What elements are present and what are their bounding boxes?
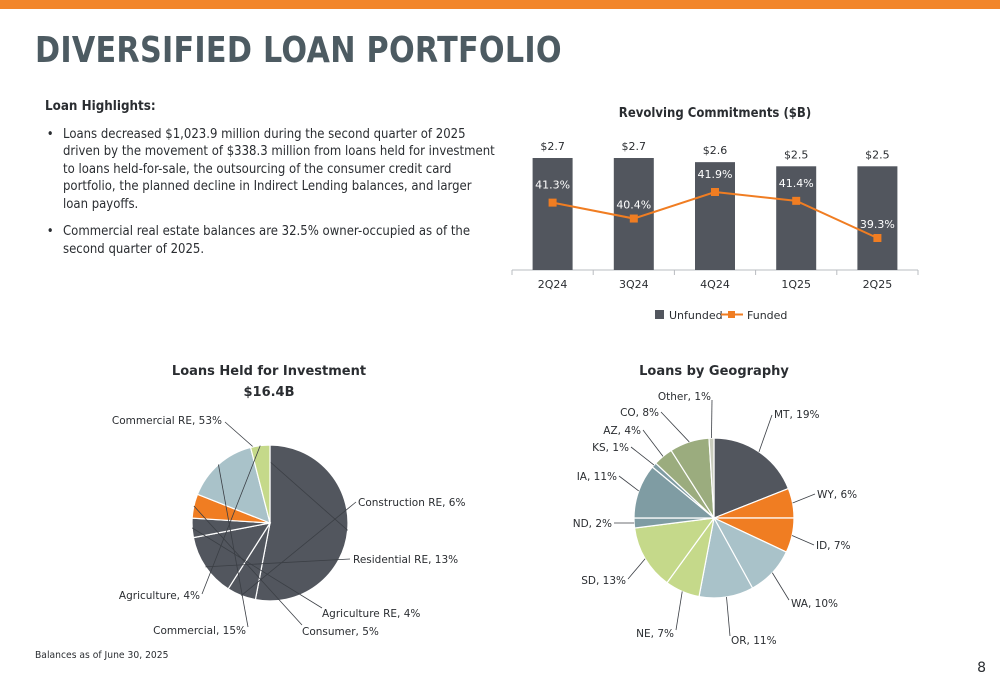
loan-highlights: Loan Highlights: Loans decreased $1,023.… [45, 98, 535, 268]
bar-value-label: $2.5 [784, 148, 809, 161]
pie-slice-label: Construction RE, 6% [358, 497, 465, 509]
pie-hfi-subtitle: $16.4B [243, 385, 294, 400]
x-tick-label: 2Q24 [538, 278, 568, 291]
loans-held-for-investment-chart: Loans Held for Investment $16.4B Commercia… [112, 364, 466, 638]
pie-leader-line [711, 399, 713, 439]
pie-slice [713, 437, 790, 519]
footnote: Balances as of June 30, 2025 [35, 650, 169, 661]
pie-leader-line [675, 591, 683, 631]
pie-leader-line [792, 493, 816, 504]
legend-funded-marker [728, 311, 735, 318]
pie-slice-label: SD, 13% [581, 575, 626, 587]
pie-leader-line [193, 505, 303, 626]
pie-leader-line [642, 429, 664, 457]
revolving-commitments-chart: Revolving Commitments ($B) $2.7 2Q24 $2.7 3Q… [511, 105, 919, 322]
pie-slice-label: Agriculture, 4% [119, 590, 200, 602]
pie-slice-label: OR, 11% [731, 635, 777, 647]
x-tick-label: 3Q24 [619, 278, 649, 291]
pie-leader-line [758, 414, 773, 452]
highlight-bullet: Loans decreased $1,023.9 million during … [47, 126, 495, 214]
bar-unfunded [776, 166, 817, 270]
pie-slice [254, 444, 349, 602]
pie-leader-line [191, 527, 323, 609]
pie-slice-label: CO, 8% [620, 407, 659, 419]
pie-hfi-title: Loans Held for Investment [172, 364, 366, 379]
page-number: 8 [977, 660, 986, 676]
bar-value-label: $2.6 [703, 144, 728, 157]
bar-unfunded [857, 166, 898, 270]
pie-leader-line [771, 572, 790, 601]
pie-leader-line [224, 421, 348, 531]
funded-point [711, 188, 719, 196]
pie-slice-label: Other, 1% [658, 391, 711, 403]
pie-slice-label: Consumer, 5% [302, 626, 379, 638]
funded-point [548, 198, 557, 207]
loans-by-geography-chart: Loans by Geography MT, 19% WY, 6% ID, 7% WA,… [573, 364, 857, 647]
funded-value-label: 41.3% [535, 179, 570, 192]
pie-slice-label: ND, 2% [573, 518, 612, 530]
pie-leader-line [201, 445, 261, 595]
x-tick-label: 4Q24 [700, 278, 730, 291]
funded-point [873, 234, 882, 242]
pie-leader-line [627, 558, 646, 580]
bar-value-label: $2.7 [622, 140, 647, 153]
pie-slice-label: Commercial, 15% [153, 625, 246, 637]
pie-slice-label: NE, 7% [636, 628, 674, 640]
pie-slice-label: ID, 7% [816, 540, 851, 552]
funded-point [629, 214, 638, 223]
bar-unfunded [695, 162, 735, 270]
pie-slice-label: WA, 10% [791, 598, 838, 610]
pie-slice-label: Residential RE, 13% [353, 554, 458, 566]
pie-leader-line [660, 411, 690, 443]
pie-leader-line [630, 446, 655, 466]
pie-leader-line [726, 596, 731, 637]
highlight-bullet: Commercial real estate balances are 32.5… [47, 223, 495, 258]
pie-geo-title: Loans by Geography [639, 364, 789, 379]
funded-value-label: 39.3% [860, 218, 895, 231]
highlights-list: Loans decreased $1,023.9 million during … [45, 126, 535, 259]
pie-leader-line [618, 475, 639, 492]
pie-slice [708, 437, 715, 519]
legend-unfunded-swatch [655, 310, 664, 319]
pie-slice-label: Commercial RE, 53% [112, 415, 222, 427]
funded-point [792, 196, 801, 205]
pie-leader-line [791, 535, 815, 546]
pie-slice [633, 517, 716, 584]
pie-slice-label: KS, 1% [592, 442, 629, 454]
funded-value-label: 41.4% [779, 177, 814, 190]
top-accent-bar [0, 0, 1000, 9]
page-title: DIVERSIFIED LOAN PORTFOLIO [35, 30, 562, 71]
x-tick-label: 2Q25 [863, 278, 893, 291]
pie-leader-line [218, 464, 249, 628]
x-tick-label: 1Q25 [781, 278, 811, 291]
pie-slice-label: AZ, 4% [603, 425, 641, 437]
pie-leader-line [205, 558, 351, 568]
bar-unfunded [532, 158, 573, 270]
legend-unfunded-label: Unfunded [669, 309, 723, 322]
pie-slice-label: WY, 6% [817, 489, 857, 501]
bar-value-label: $2.5 [865, 148, 890, 161]
pie-slice-label: IA, 11% [577, 471, 617, 483]
pie-slice-label: Agriculture RE, 4% [322, 608, 420, 620]
highlights-title: Loan Highlights: [45, 99, 156, 114]
funded-value-label: 41.9% [698, 168, 733, 181]
legend-funded-label: Funded [747, 309, 787, 322]
pie-leader-line [241, 501, 357, 596]
funded-value-label: 40.4% [616, 199, 651, 212]
pie-slice-label: MT, 19% [774, 409, 820, 421]
bar-chart-title: Revolving Commitments ($B) [619, 105, 811, 120]
bar-value-label: $2.7 [540, 140, 565, 153]
